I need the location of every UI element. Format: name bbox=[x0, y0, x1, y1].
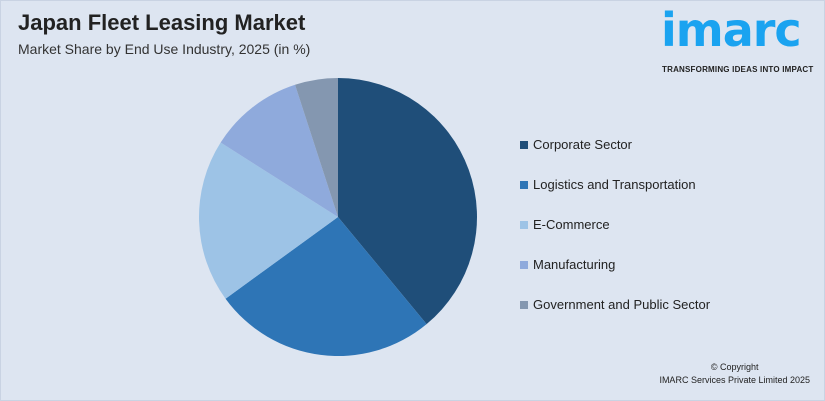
legend-swatch bbox=[520, 261, 528, 269]
pie-slice-manufacturing bbox=[220, 84, 338, 217]
legend-label: E-Commerce bbox=[533, 217, 610, 232]
legend-label: Government and Public Sector bbox=[533, 297, 711, 312]
chart-subtitle: Market Share by End Use Industry, 2025 (… bbox=[18, 41, 311, 57]
imarc-logo: imarc TRANSFORMING IDEAS INTO IMPACT bbox=[659, 5, 819, 79]
legend-swatch bbox=[520, 141, 528, 149]
legend-swatch bbox=[520, 221, 528, 229]
legend-label: Logistics and Transportation bbox=[533, 177, 696, 192]
logo-wordmark: imarc bbox=[661, 3, 802, 57]
legend-item: Corporate Sector bbox=[520, 137, 632, 153]
legend-item: Manufacturing bbox=[520, 257, 615, 273]
chart-title: Japan Fleet Leasing Market bbox=[18, 10, 306, 35]
legend-swatch bbox=[520, 301, 528, 309]
pie-slice-logistics-and-transportation bbox=[225, 217, 427, 356]
legend-item: E-Commerce bbox=[520, 217, 610, 233]
legend-label: Corporate Sector bbox=[533, 137, 632, 152]
logo-tagline: TRANSFORMING IDEAS INTO IMPACT bbox=[662, 65, 814, 74]
pie-slice-government-and-public-sector bbox=[295, 78, 338, 217]
legend-swatch bbox=[520, 181, 528, 189]
legend-label: Manufacturing bbox=[533, 257, 616, 272]
legend-item: Government and Public Sector bbox=[520, 297, 710, 313]
pie-slice-e-commerce bbox=[199, 142, 338, 299]
copyright-label: © Copyright bbox=[710, 362, 759, 372]
pie-slice-corporate-sector bbox=[338, 78, 478, 325]
legend-item: Logistics and Transportation bbox=[520, 177, 696, 193]
copyright-company: IMARC Services Private Limited 2025 bbox=[659, 375, 810, 385]
copyright: © Copyright IMARC Services Private Limit… bbox=[659, 361, 810, 387]
